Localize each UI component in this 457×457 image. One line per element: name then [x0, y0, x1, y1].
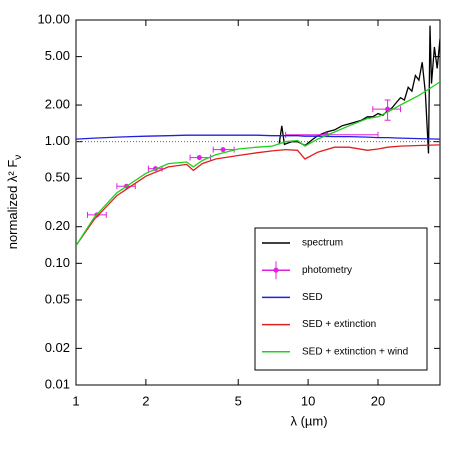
series-line [76, 81, 440, 246]
y-tick-label: 0.02 [45, 340, 70, 355]
legend-label: photometry [302, 265, 352, 276]
y-tick-label: 5.00 [45, 48, 70, 63]
series-line [76, 144, 440, 246]
x-axis-label: λ (µm) [290, 413, 327, 428]
y-tick-label: 0.01 [45, 376, 70, 391]
legend-swatch [273, 267, 279, 273]
series-line [278, 25, 440, 154]
x-tick-label: 20 [371, 393, 385, 408]
legend-label: SED + extinction + wind [302, 346, 408, 357]
photometry-point [196, 155, 202, 161]
legend-label: spectrum [302, 238, 343, 249]
y-axis-label-text: normalized λ² F [5, 160, 20, 250]
y-axis-label-sub: ν [13, 155, 24, 160]
y-tick-label: 1.00 [45, 133, 70, 148]
photometry-point [385, 106, 391, 112]
x-tick-label: 10 [301, 393, 315, 408]
photometry-point [220, 147, 226, 153]
y-axis-label: normalized λ² Fν [5, 155, 23, 250]
y-tick-label: 0.05 [45, 291, 70, 306]
series-line [76, 134, 440, 140]
x-tick-label: 1 [72, 393, 79, 408]
legend-label: SED + extinction [302, 319, 376, 330]
legend-label: SED [302, 292, 323, 303]
plot-frame [75, 19, 441, 386]
legend-box [254, 227, 428, 371]
plot-area [76, 25, 440, 246]
y-tick-label: 2.00 [45, 96, 70, 111]
x-tick-label: 2 [142, 393, 149, 408]
x-tick-label: 5 [235, 393, 242, 408]
y-tick-label: 10.00 [37, 11, 70, 26]
y-tick-label: 0.20 [45, 218, 70, 233]
y-tick-label: 0.50 [45, 170, 70, 185]
y-tick-label: 0.10 [45, 255, 70, 270]
